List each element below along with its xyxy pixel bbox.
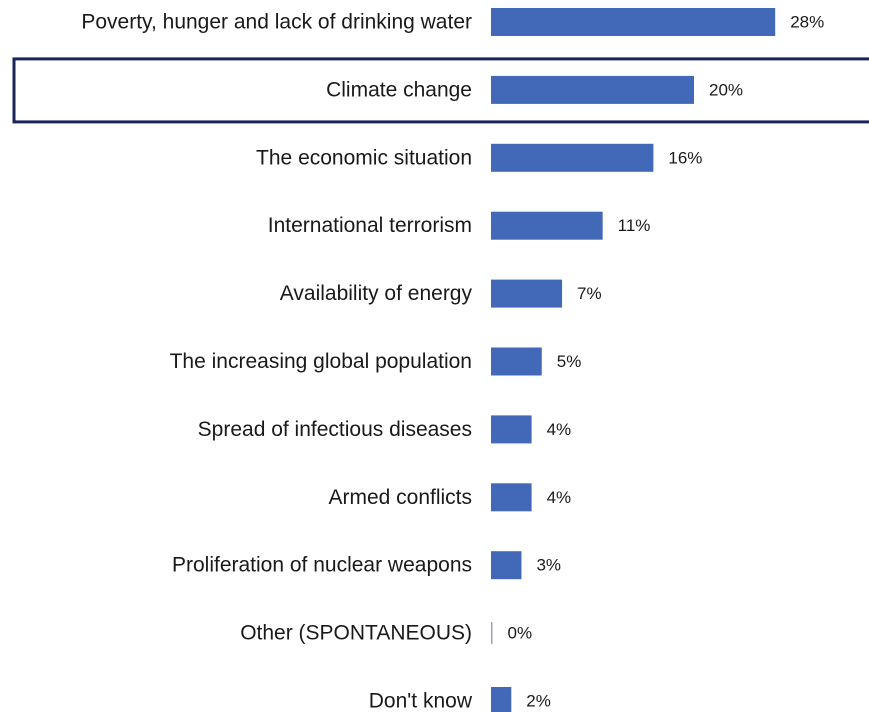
value-label: 2% [526, 692, 551, 711]
value-label: 11% [618, 216, 651, 235]
category-label: Don't know [369, 690, 473, 712]
value-label: 4% [547, 488, 572, 507]
category-label: Spread of infectious diseases [198, 418, 472, 441]
highlight-box [12, 57, 869, 124]
category-label: The increasing global population [170, 350, 472, 373]
value-label: 3% [536, 556, 561, 575]
category-label: Availability of energy [280, 282, 473, 305]
bar [491, 622, 493, 645]
bar [491, 143, 654, 172]
value-label: 5% [557, 352, 582, 371]
category-label: International terrorism [268, 214, 472, 237]
bar [491, 8, 776, 36]
value-label: 16% [668, 148, 702, 167]
category-label: Other (SPONTANEOUS) [240, 622, 472, 645]
value-label: 28% [790, 13, 824, 32]
bar [491, 75, 694, 104]
bar [491, 347, 542, 376]
value-label: 7% [577, 284, 602, 303]
bar [491, 687, 512, 712]
bar [491, 279, 563, 308]
category-label: Climate change [326, 78, 472, 101]
category-label: Armed conflicts [328, 486, 472, 509]
value-label: 20% [709, 80, 743, 99]
value-label: 0% [508, 624, 533, 643]
category-label: Poverty, hunger and lack of drinking wat… [81, 11, 472, 34]
bar [491, 211, 603, 240]
bar [491, 551, 522, 580]
value-label: 4% [547, 420, 572, 439]
category-label: The economic situation [256, 146, 472, 169]
bar [491, 415, 532, 444]
category-label: Proliferation of nuclear weapons [172, 554, 472, 577]
bar [491, 483, 532, 512]
